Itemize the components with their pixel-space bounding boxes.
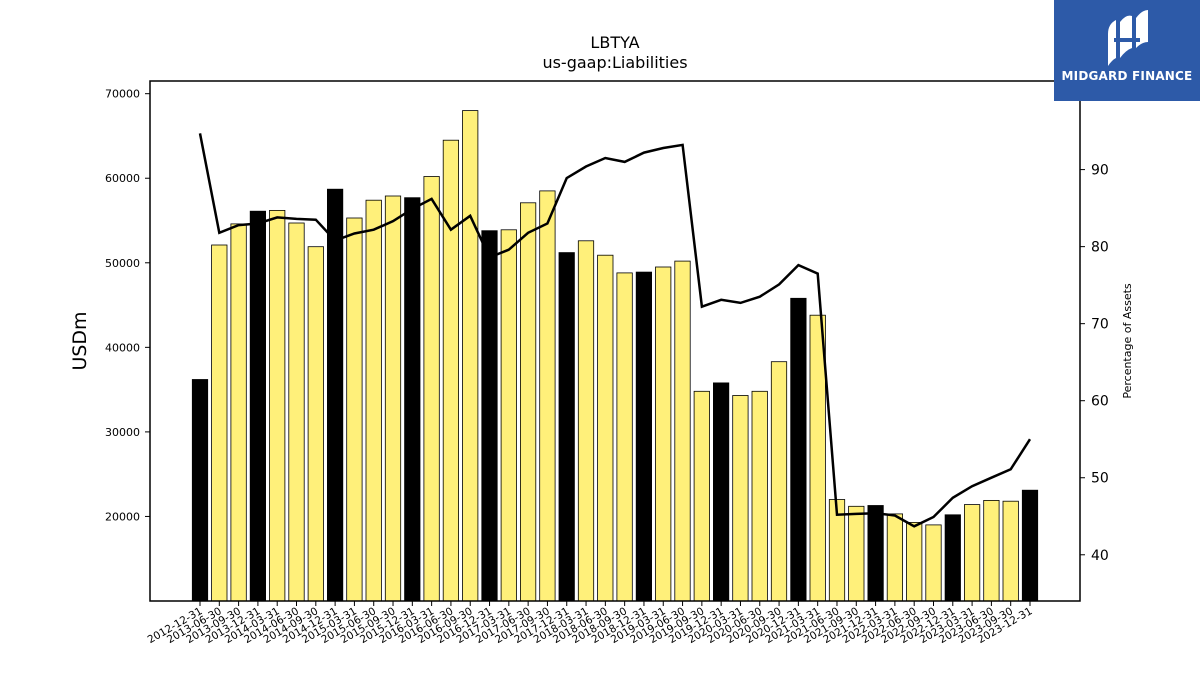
bar [384,195,402,602]
bar [211,244,228,602]
bar [558,252,575,602]
bar [520,202,537,602]
y2-tick-label: 60 [1091,394,1109,410]
bar [635,271,653,602]
chart-subtitle: us-gaap:Liabilities [542,53,687,72]
bar [886,513,904,602]
y-axis-label: USDm [69,311,91,370]
line-series [198,133,1032,528]
bar [713,382,730,602]
y-axis-right: 40 50 60 70 80 90 [1080,163,1109,564]
plot-frame [149,80,1081,602]
y2-tick-label: 90 [1091,163,1109,179]
bar [230,223,247,602]
y2-tick-label: 40 [1091,548,1109,564]
line-group [198,133,1032,528]
y2-tick-label: 70 [1091,317,1109,333]
bar [346,217,363,602]
bar [500,229,517,602]
bar [577,240,595,602]
y2-tick-label: 50 [1091,471,1109,487]
bar [944,514,961,602]
bar [751,390,768,602]
bar [693,390,710,602]
bar [597,254,614,602]
bar [983,499,1000,602]
midgard-logo: MIDGARD FINANCE [1054,0,1200,101]
midgard-logo-icon [1108,10,1148,66]
bar [906,522,923,602]
bar [539,190,556,602]
bar [925,524,942,602]
bar [191,379,209,602]
bar [848,505,865,602]
y-tick-label: 20000 [105,510,140,523]
bar [867,505,884,602]
bar [655,266,672,602]
bar [307,246,324,602]
bar [462,110,479,602]
y-tick-label: 50000 [105,257,140,270]
bar [269,209,286,602]
bar [249,210,266,602]
bar [404,197,421,602]
bar [1021,489,1039,602]
bar [770,361,788,602]
y-tick-label: 70000 [105,88,140,101]
logo-text: MIDGARD FINANCE [1061,69,1193,83]
bar [365,199,382,602]
bar [1002,500,1019,602]
chart-title: LBTYA [590,33,639,52]
y2-axis-label: Percentage of Assets [1121,283,1134,399]
y-tick-label: 60000 [105,172,140,185]
bar [423,176,440,602]
y-axis-left: 20000 30000 40000 50000 60000 70000 [105,88,150,523]
y-tick-label: 40000 [105,341,140,354]
bar [616,272,633,602]
bar [442,139,460,602]
x-axis: 2012-12-312013-06-302013-09-302013-12-31… [146,601,1035,646]
bar [326,188,344,602]
bar [481,230,498,602]
bar-group [191,110,1039,602]
bar [809,314,826,602]
bar [964,504,981,602]
bar [790,297,807,602]
y2-tick-label: 80 [1091,240,1109,256]
bar [674,260,691,602]
bar [732,395,749,602]
bar [288,222,305,602]
y-tick-label: 30000 [105,426,140,439]
